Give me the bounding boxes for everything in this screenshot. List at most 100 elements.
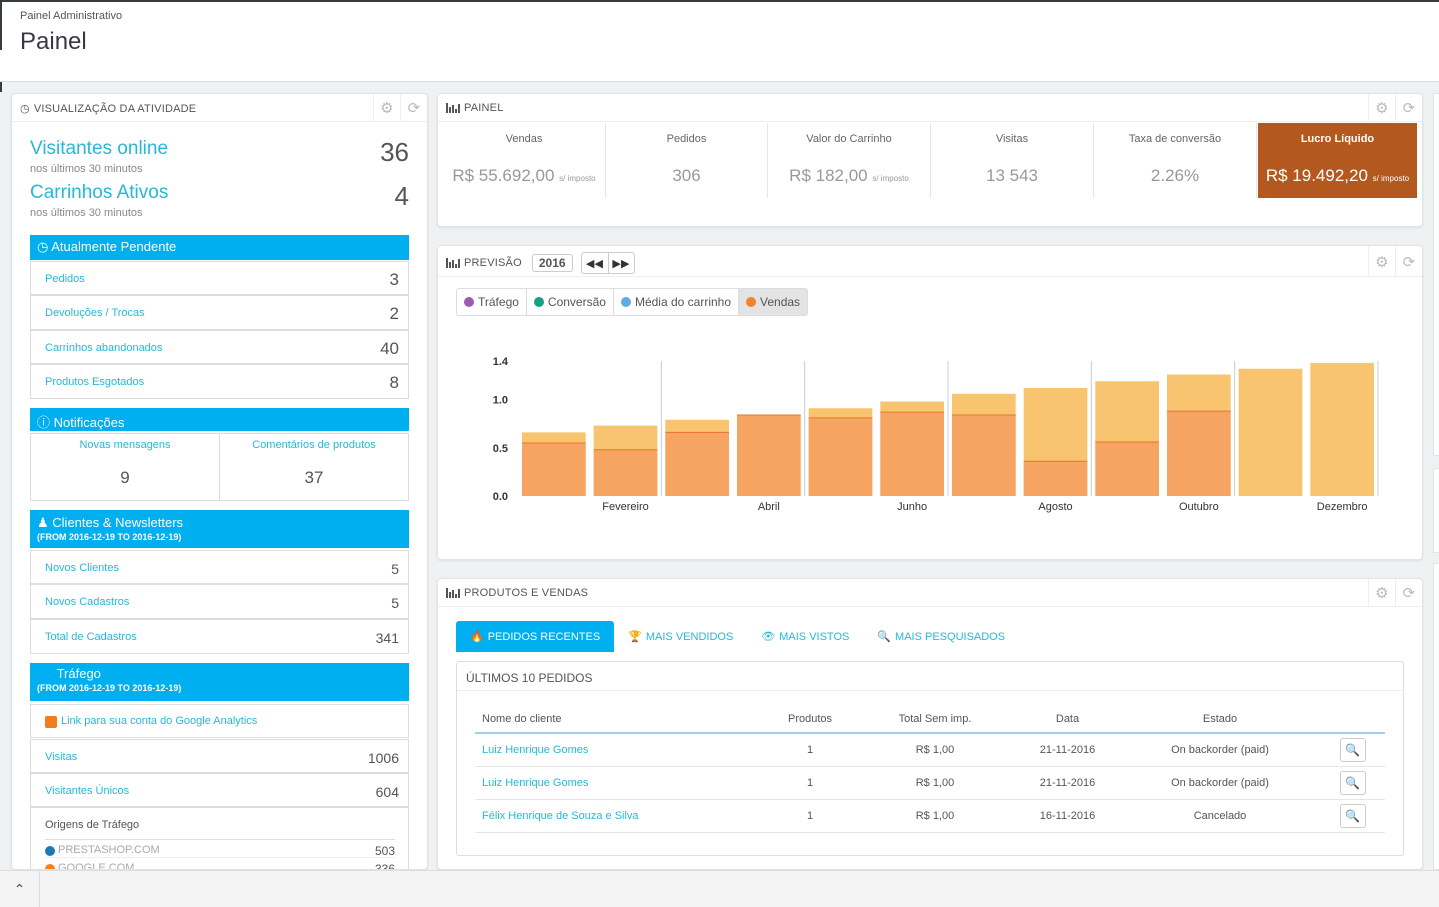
ga-link-row[interactable]: Link para sua conta do Google Analytics — [30, 704, 409, 738]
sales-bar — [1095, 442, 1159, 496]
pending-row[interactable]: Carrinhos abandonados 40 — [30, 330, 409, 364]
x-tick-label: Abril — [758, 501, 780, 513]
gear-icon[interactable]: ⚙ — [1368, 94, 1395, 122]
refresh-icon[interactable]: ⟳ — [1395, 579, 1422, 607]
products-title: Produtos e Vendas — [464, 587, 589, 599]
active-carts-value: 4 — [394, 181, 409, 211]
product-comments-cell[interactable]: Comentários de produtos 37 — [220, 434, 408, 500]
clients-label[interactable]: Novos Cadastros — [45, 596, 130, 608]
gear-icon[interactable]: ⚙ — [1368, 246, 1395, 277]
kpi-conversion[interactable]: Taxa de conversão 2.26% — [1094, 123, 1257, 198]
online-visitors-link[interactable]: Visitantes online — [30, 138, 169, 159]
view-order-button[interactable]: 🔍 — [1339, 770, 1366, 795]
kpi-orders[interactable]: Pedidos 306 — [606, 123, 768, 198]
clock-icon: ◷ — [20, 103, 30, 115]
order-total: R$ 1,00 — [855, 766, 1015, 800]
search-icon: 🔍 — [1345, 808, 1360, 823]
legend-cart-average[interactable]: Média do carrinho — [614, 289, 740, 315]
tab-recent-orders[interactable]: 🔥 Pedidos Recentes — [456, 621, 615, 652]
clients-row[interactable]: Novos Clientes 5 — [30, 550, 409, 584]
new-messages-label[interactable]: Novas mensagens — [79, 439, 171, 451]
ga-link[interactable]: Link para sua conta do Google Analytics — [61, 715, 258, 727]
x-tick-label: Junho — [897, 501, 927, 513]
bottom-bar: ⌃ — [0, 870, 1439, 907]
kpi-net-profit[interactable]: Lucro Líquido R$ 19.492,20 s/ imposto — [1258, 123, 1417, 198]
recent-orders-title: Últimos 10 pedidos — [466, 671, 593, 685]
clock-icon: ◷ — [37, 239, 49, 254]
forecast-panel: Previsão 2016 ◀◀ ▶▶ ⚙ ⟳ Tráfego Conversão… — [437, 245, 1423, 560]
table-row: Luiz Henrique Gomes 1 R$ 1,00 21-11-2016… — [475, 733, 1385, 767]
legend-dot-icon — [464, 297, 474, 307]
refresh-icon[interactable]: ⟳ — [1395, 246, 1422, 277]
year-selector[interactable]: 2016 — [531, 254, 573, 272]
traffic-row[interactable]: Visitas 1006 — [30, 739, 409, 773]
refresh-icon[interactable]: ⟳ — [1395, 94, 1422, 122]
gear-icon[interactable]: ⚙ — [373, 94, 400, 122]
view-order-button[interactable]: 🔍 — [1339, 737, 1366, 762]
legend-traffic[interactable]: Tráfego — [457, 289, 527, 315]
gear-icon[interactable]: ⚙ — [1368, 579, 1395, 607]
orders-table: Nome do cliente Produtos Total Sem imp. … — [475, 705, 1385, 833]
top-bar — [0, 0, 1439, 2]
legend-conversion[interactable]: Conversão — [527, 289, 614, 315]
kpi-sales[interactable]: Vendas R$ 55.692,00 s/ imposto — [443, 123, 606, 198]
clients-row[interactable]: Total de Cadastros 341 — [30, 619, 409, 654]
right-panel-edge — [1433, 468, 1439, 553]
pending-row[interactable]: Pedidos 3 — [30, 261, 409, 295]
bar-chart-icon — [446, 103, 460, 113]
x-tick-label: Agosto — [1038, 501, 1072, 513]
kpi-cart-value[interactable]: Valor do Carrinho R$ 182,00 s/ imposto — [768, 123, 931, 198]
y-tick-label: 0.0 — [493, 491, 508, 503]
view-order-button[interactable]: 🔍 — [1339, 803, 1366, 828]
pending-value: 40 — [380, 339, 399, 358]
customer-name-link[interactable]: Félix Henrique de Souza e Silva — [475, 799, 765, 833]
legend-sales[interactable]: Vendas — [739, 289, 808, 315]
legend-dot-icon — [620, 297, 631, 307]
sales-bar — [880, 412, 944, 496]
traffic-row[interactable]: Visitantes Únicos 604 — [30, 773, 409, 807]
notifications-header: ⓘ Notificações — [30, 408, 409, 431]
traffic-range: (FROM 2016-12-19 TO 2016-12-19) — [37, 683, 182, 693]
product-comments-label[interactable]: Comentários de produtos — [252, 439, 376, 451]
next-year-button[interactable]: ▶▶ — [607, 253, 634, 273]
new-messages-cell[interactable]: Novas mensagens 9 — [31, 434, 220, 500]
kpi-visits[interactable]: Visitas 13 543 — [931, 123, 1094, 198]
sales-bar — [593, 449, 658, 496]
chevron-up-icon[interactable]: ⌃ — [0, 871, 40, 907]
tab-most-searched[interactable]: 🔍 Mais Pesquisados — [877, 630, 1006, 644]
pending-value: 2 — [389, 304, 399, 323]
forecast-chart: 0.0 0.5 1.0 1.4 Fevereiro Abril Junho Agosto Out… — [493, 356, 1379, 513]
clients-row[interactable]: Novos Cadastros 5 — [30, 584, 409, 619]
clients-label[interactable]: Novos Clientes — [45, 562, 119, 574]
table-row: Félix Henrique de Souza e Silva 1 R$ 1,0… — [475, 799, 1385, 833]
pending-row[interactable]: Devoluções / Trocas 2 — [30, 295, 409, 330]
order-date: 21-11-2016 — [1015, 733, 1120, 767]
active-carts-link[interactable]: Carrinhos Ativos — [30, 182, 169, 203]
previous-year-button[interactable]: ◀◀ — [585, 257, 604, 270]
traffic-label[interactable]: Visitantes Únicos — [45, 785, 130, 797]
pending-label[interactable]: Devoluções / Trocas — [45, 307, 145, 319]
product-comments-value: 37 — [304, 468, 324, 487]
traffic-header: 🌐 Tráfego (FROM 2016-12-19 TO 2016-12-19) — [30, 663, 409, 701]
clients-value: 341 — [375, 630, 399, 646]
traffic-label[interactable]: Visitas — [45, 751, 78, 763]
pending-row[interactable]: Produtos Esgotados 8 — [30, 364, 409, 399]
clients-value: 5 — [391, 561, 399, 577]
clients-label[interactable]: Total de Cadastros — [45, 631, 137, 643]
pending-label[interactable]: Carrinhos abandonados — [45, 342, 163, 354]
tab-best-sellers[interactable]: 🏆 Mais Vendidos — [628, 630, 734, 644]
pending-value: 8 — [389, 373, 399, 392]
customer-name-link[interactable]: Luiz Henrique Gomes — [475, 766, 765, 800]
pending-label[interactable]: Produtos Esgotados — [45, 376, 145, 388]
refresh-icon[interactable]: ⟳ — [400, 94, 427, 122]
breadcrumb[interactable]: Painel Administrativo — [20, 10, 123, 22]
page-title: Painel — [20, 28, 87, 55]
analytics-icon — [45, 716, 57, 728]
customer-name-link[interactable]: Luiz Henrique Gomes — [475, 733, 765, 767]
order-status: On backorder (paid) — [1120, 733, 1320, 767]
column-header: Produtos — [765, 705, 855, 734]
page-header: Painel Administrativo Painel — [0, 2, 1439, 82]
pending-label[interactable]: Pedidos — [45, 273, 85, 285]
tab-most-viewed[interactable]: 👁 Mais Vistos — [761, 630, 850, 644]
activity-title: Visualização da atividade — [33, 102, 197, 115]
